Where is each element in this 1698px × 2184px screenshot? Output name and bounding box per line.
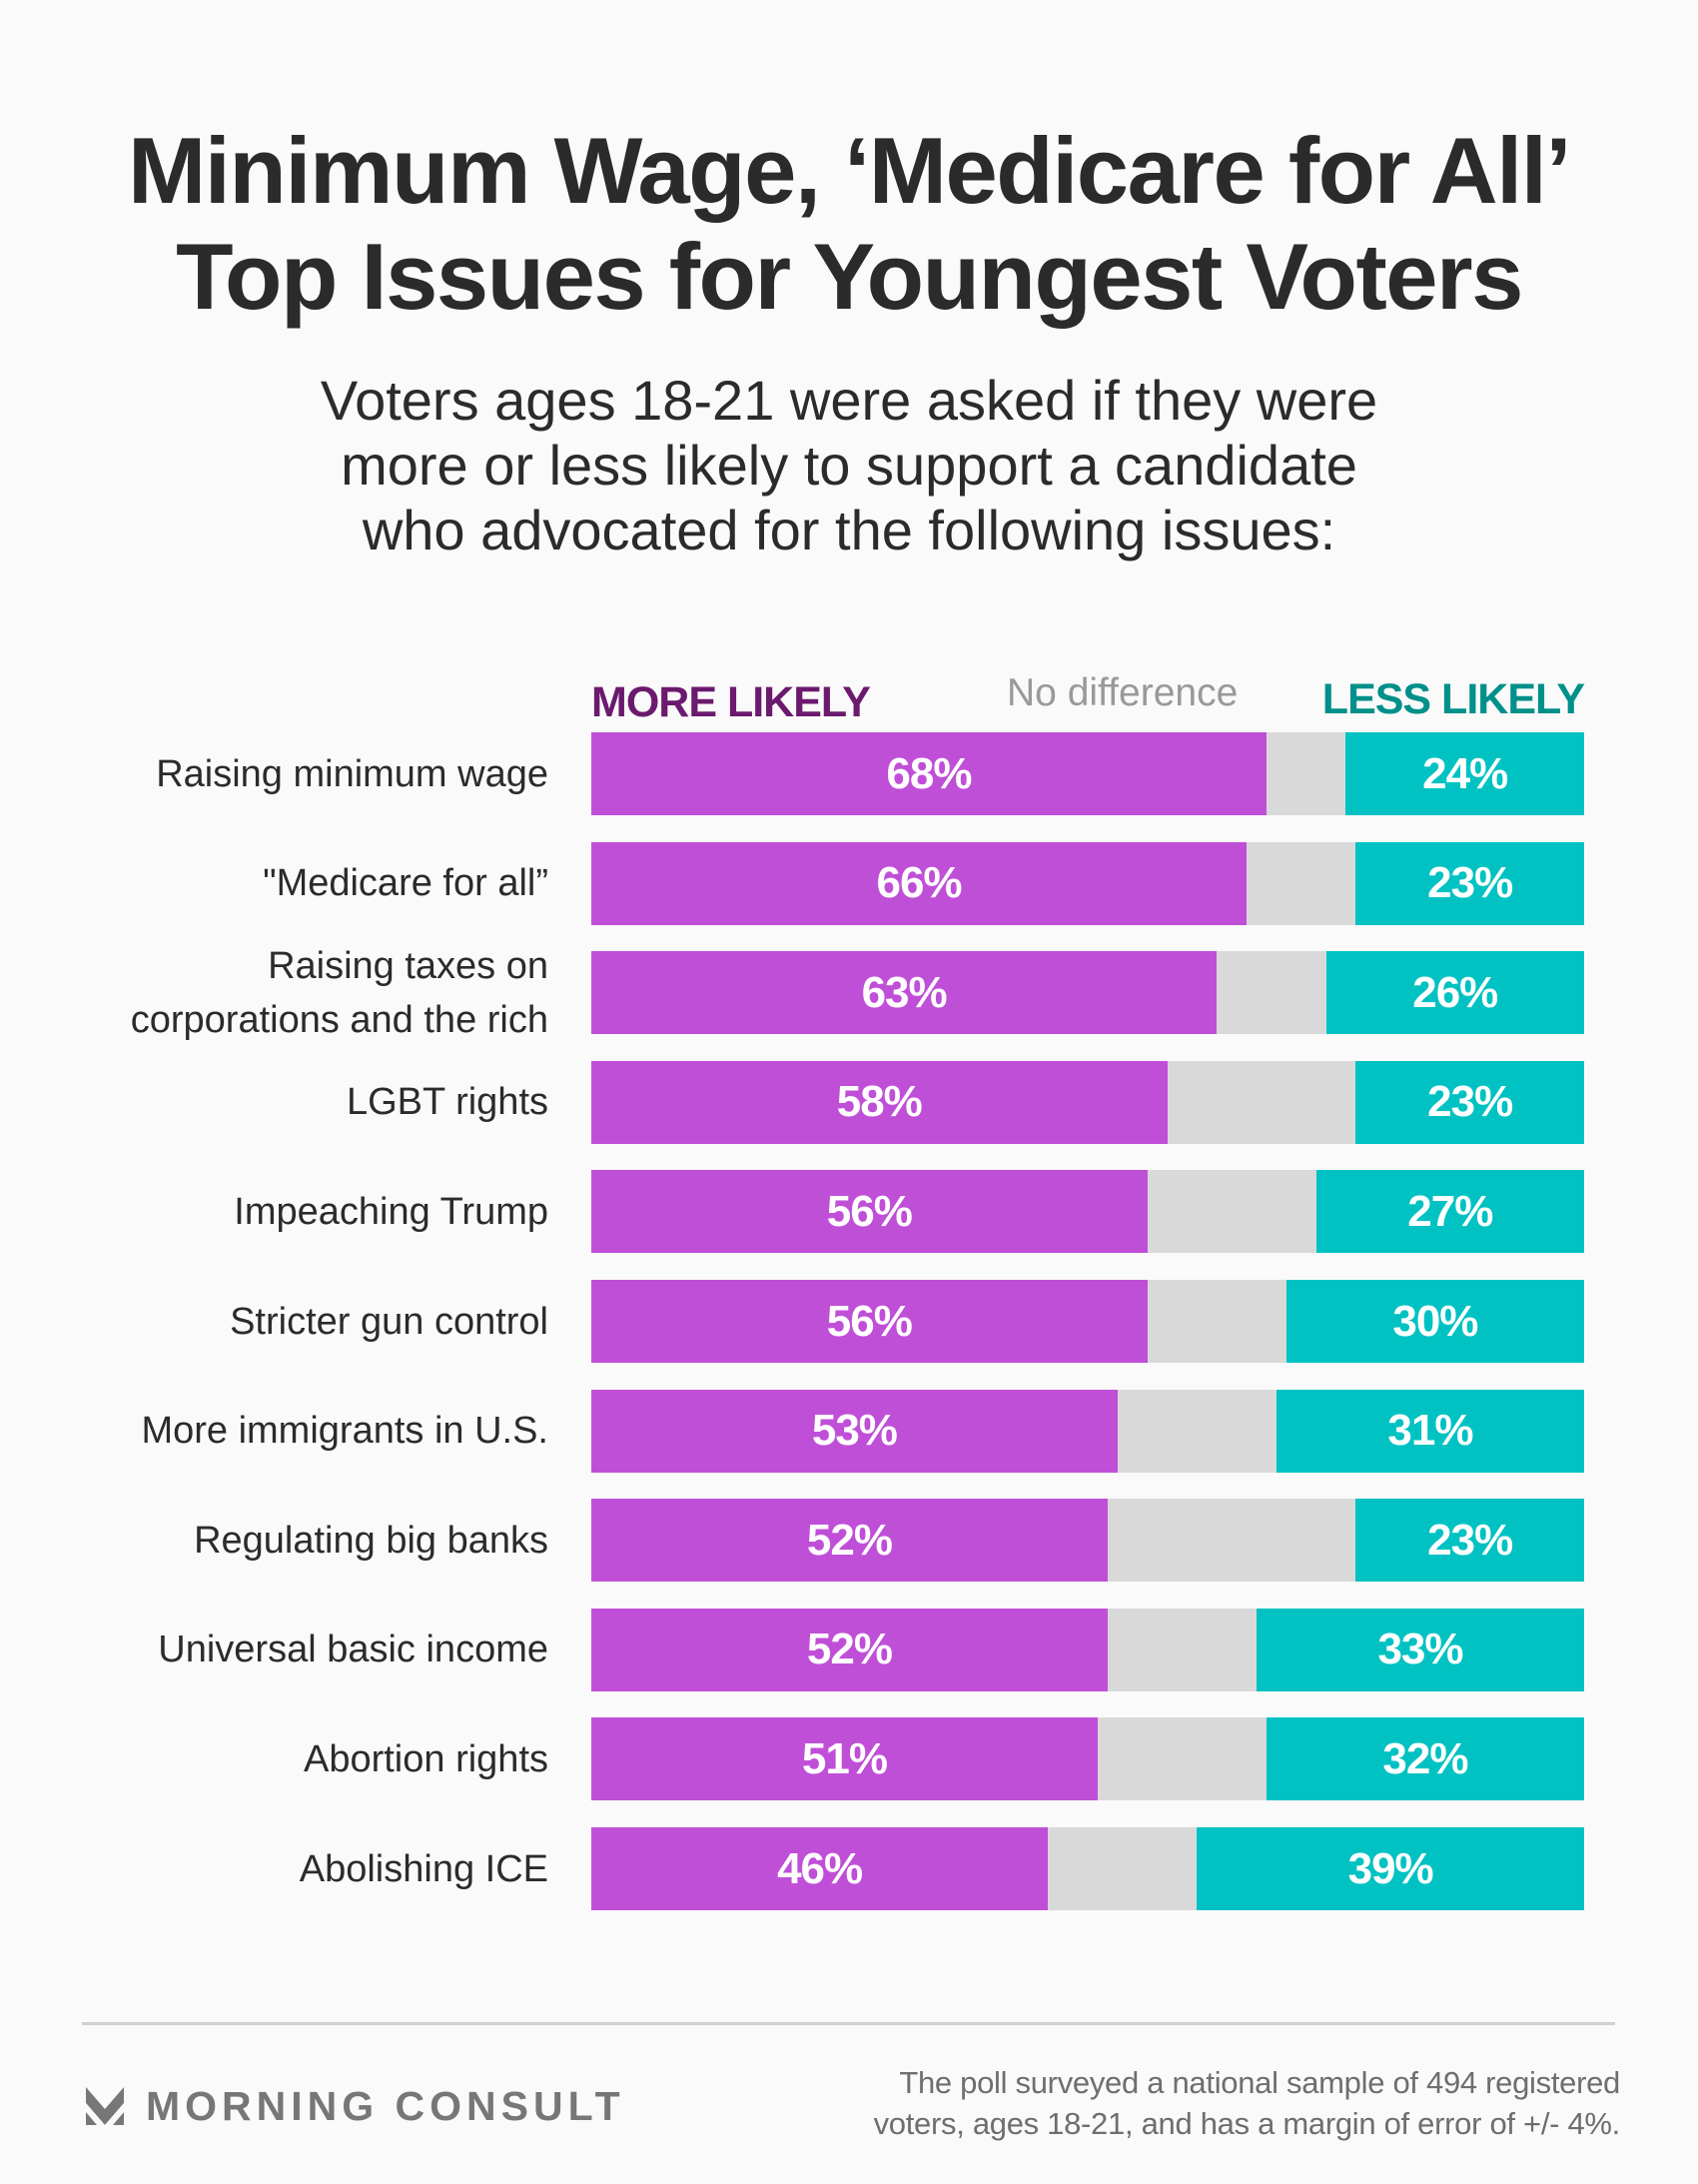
- chart-subtitle-line-3: who advocated for the following issues:: [362, 499, 1336, 561]
- category-label-line: LGBT rights: [346, 1081, 548, 1124]
- data-label-less-likely: 26%: [1412, 967, 1498, 1017]
- category-label: Abortion rights: [29, 1699, 548, 1819]
- bar-more-likely: 52%: [591, 1608, 1108, 1691]
- bar-less-likely: 27%: [1315, 1170, 1584, 1254]
- bar-no-difference: [1048, 1827, 1198, 1910]
- chart-title-line-1: Minimum Wage, ‘Medicare for All’: [127, 118, 1572, 223]
- legend-no-difference: No difference: [1007, 671, 1239, 714]
- bar-more-likely: 46%: [591, 1827, 1049, 1910]
- bar-more-likely: 58%: [591, 1060, 1168, 1144]
- category-label: Regulating big banks: [29, 1481, 548, 1601]
- bar-less-likely: 23%: [1355, 1060, 1584, 1144]
- category-label-line: "Medicare for all”: [263, 862, 548, 905]
- bar-more-likely: 66%: [591, 841, 1248, 925]
- category-label: Impeaching Trump: [29, 1152, 548, 1272]
- data-label-less-likely: 27%: [1407, 1186, 1493, 1236]
- bar-no-difference: [1247, 841, 1356, 925]
- category-label-line: Universal basic income: [158, 1629, 548, 1671]
- data-label-more-likely: 63%: [861, 967, 948, 1017]
- data-label-more-likely: 68%: [886, 748, 972, 798]
- category-label: More immigrants in U.S.: [29, 1371, 548, 1491]
- data-label-less-likely: 23%: [1427, 1077, 1513, 1127]
- brand-name: MORNING CONSULT: [146, 2083, 625, 2129]
- morning-consult-logo-icon: [86, 2087, 124, 2125]
- bar-less-likely: 24%: [1345, 732, 1584, 815]
- bar-less-likely: 23%: [1355, 841, 1584, 925]
- bar-more-likely: 56%: [591, 1170, 1148, 1254]
- bar-less-likely: 31%: [1275, 1389, 1584, 1473]
- bar-less-likely: 39%: [1197, 1827, 1584, 1910]
- chart-title-line-2: Top Issues for Youngest Voters: [176, 224, 1523, 329]
- bar-no-difference: [1097, 1717, 1267, 1801]
- data-label-less-likely: 32%: [1382, 1733, 1468, 1783]
- data-label-more-likely: 51%: [801, 1733, 888, 1783]
- category-label-line: More immigrants in U.S.: [141, 1410, 548, 1453]
- category-label: "Medicare for all”: [29, 823, 548, 943]
- bar-no-difference: [1217, 951, 1326, 1035]
- category-label: LGBT rights: [29, 1042, 548, 1162]
- category-label: Raising taxes on corporations and the ric…: [29, 933, 548, 1053]
- bar-more-likely: 51%: [591, 1717, 1098, 1801]
- bar-no-difference: [1147, 1280, 1286, 1363]
- bar-no-difference: [1167, 1060, 1356, 1144]
- category-label-line: Abolishing ICE: [299, 1847, 548, 1890]
- data-label-more-likely: 56%: [826, 1186, 913, 1236]
- category-label-line: Impeaching Trump: [234, 1190, 548, 1233]
- chart-subtitle-line-1: Voters ages 18-21 were asked if they wer…: [320, 369, 1378, 432]
- data-label-less-likely: 23%: [1427, 858, 1513, 908]
- bar-no-difference: [1147, 1170, 1316, 1254]
- data-label-more-likely: 58%: [836, 1077, 923, 1127]
- data-label-less-likely: 33%: [1377, 1625, 1463, 1674]
- bar-no-difference: [1117, 1389, 1276, 1473]
- category-label-line: Abortion rights: [303, 1737, 548, 1780]
- data-label-more-likely: 52%: [806, 1515, 893, 1565]
- category-label: Raising minimum wage: [29, 714, 548, 834]
- bar-more-likely: 53%: [591, 1389, 1118, 1473]
- data-label-less-likely: 31%: [1387, 1406, 1473, 1456]
- data-label-more-likely: 52%: [806, 1625, 893, 1674]
- bar-more-likely: 56%: [591, 1280, 1148, 1363]
- bar-more-likely: 52%: [591, 1499, 1108, 1583]
- data-label-more-likely: 56%: [826, 1296, 913, 1346]
- methodology-note-line-2: voters, ages 18-21, and has a margin of …: [873, 2106, 1621, 2141]
- methodology-note: The poll surveyed a national sample of 4…: [721, 2062, 1621, 2144]
- morning-consult-logo: MORNING CONSULT: [86, 2084, 625, 2128]
- data-label-less-likely: 30%: [1392, 1296, 1478, 1346]
- data-label-less-likely: 24%: [1422, 748, 1508, 798]
- chart-subtitle: Voters ages 18-21 were asked if they wer…: [0, 368, 1698, 562]
- category-label: Universal basic income: [29, 1590, 548, 1709]
- data-label-less-likely: 39%: [1347, 1843, 1434, 1893]
- category-label-line: Stricter gun control: [230, 1300, 548, 1343]
- data-label-more-likely: 53%: [811, 1406, 898, 1456]
- methodology-note-line-1: The poll surveyed a national sample of 4…: [899, 2065, 1620, 2100]
- category-label: Abolishing ICE: [29, 1809, 548, 1929]
- bar-less-likely: 30%: [1285, 1280, 1584, 1363]
- bar-no-difference: [1107, 1608, 1257, 1691]
- legend-less-likely: LESS LIKELY: [1321, 675, 1585, 723]
- category-label-line: Regulating big banks: [194, 1519, 548, 1562]
- data-label-more-likely: 46%: [777, 1843, 863, 1893]
- bar-no-difference: [1266, 732, 1346, 815]
- category-label-line: corporations and the rich: [130, 998, 548, 1041]
- category-label-line: Raising taxes on: [268, 944, 548, 987]
- chart-title: Minimum Wage, ‘Medicare for All’ Top Iss…: [0, 118, 1698, 330]
- category-label-line: Raising minimum wage: [156, 752, 548, 795]
- bar-more-likely: 63%: [591, 951, 1218, 1035]
- footer-divider: [82, 2022, 1615, 2025]
- bar-no-difference: [1107, 1499, 1356, 1583]
- data-label-more-likely: 66%: [876, 858, 962, 908]
- data-label-less-likely: 23%: [1427, 1515, 1513, 1565]
- category-label: Stricter gun control: [29, 1262, 548, 1382]
- bar-less-likely: 32%: [1266, 1717, 1584, 1801]
- bar-more-likely: 68%: [591, 732, 1267, 815]
- chart-subtitle-line-2: more or less likely to support a candida…: [341, 434, 1357, 497]
- bar-less-likely: 33%: [1256, 1608, 1584, 1691]
- bar-less-likely: 26%: [1325, 951, 1584, 1035]
- bar-less-likely: 23%: [1355, 1499, 1584, 1583]
- legend-more-likely: MORE LIKELY: [591, 678, 871, 726]
